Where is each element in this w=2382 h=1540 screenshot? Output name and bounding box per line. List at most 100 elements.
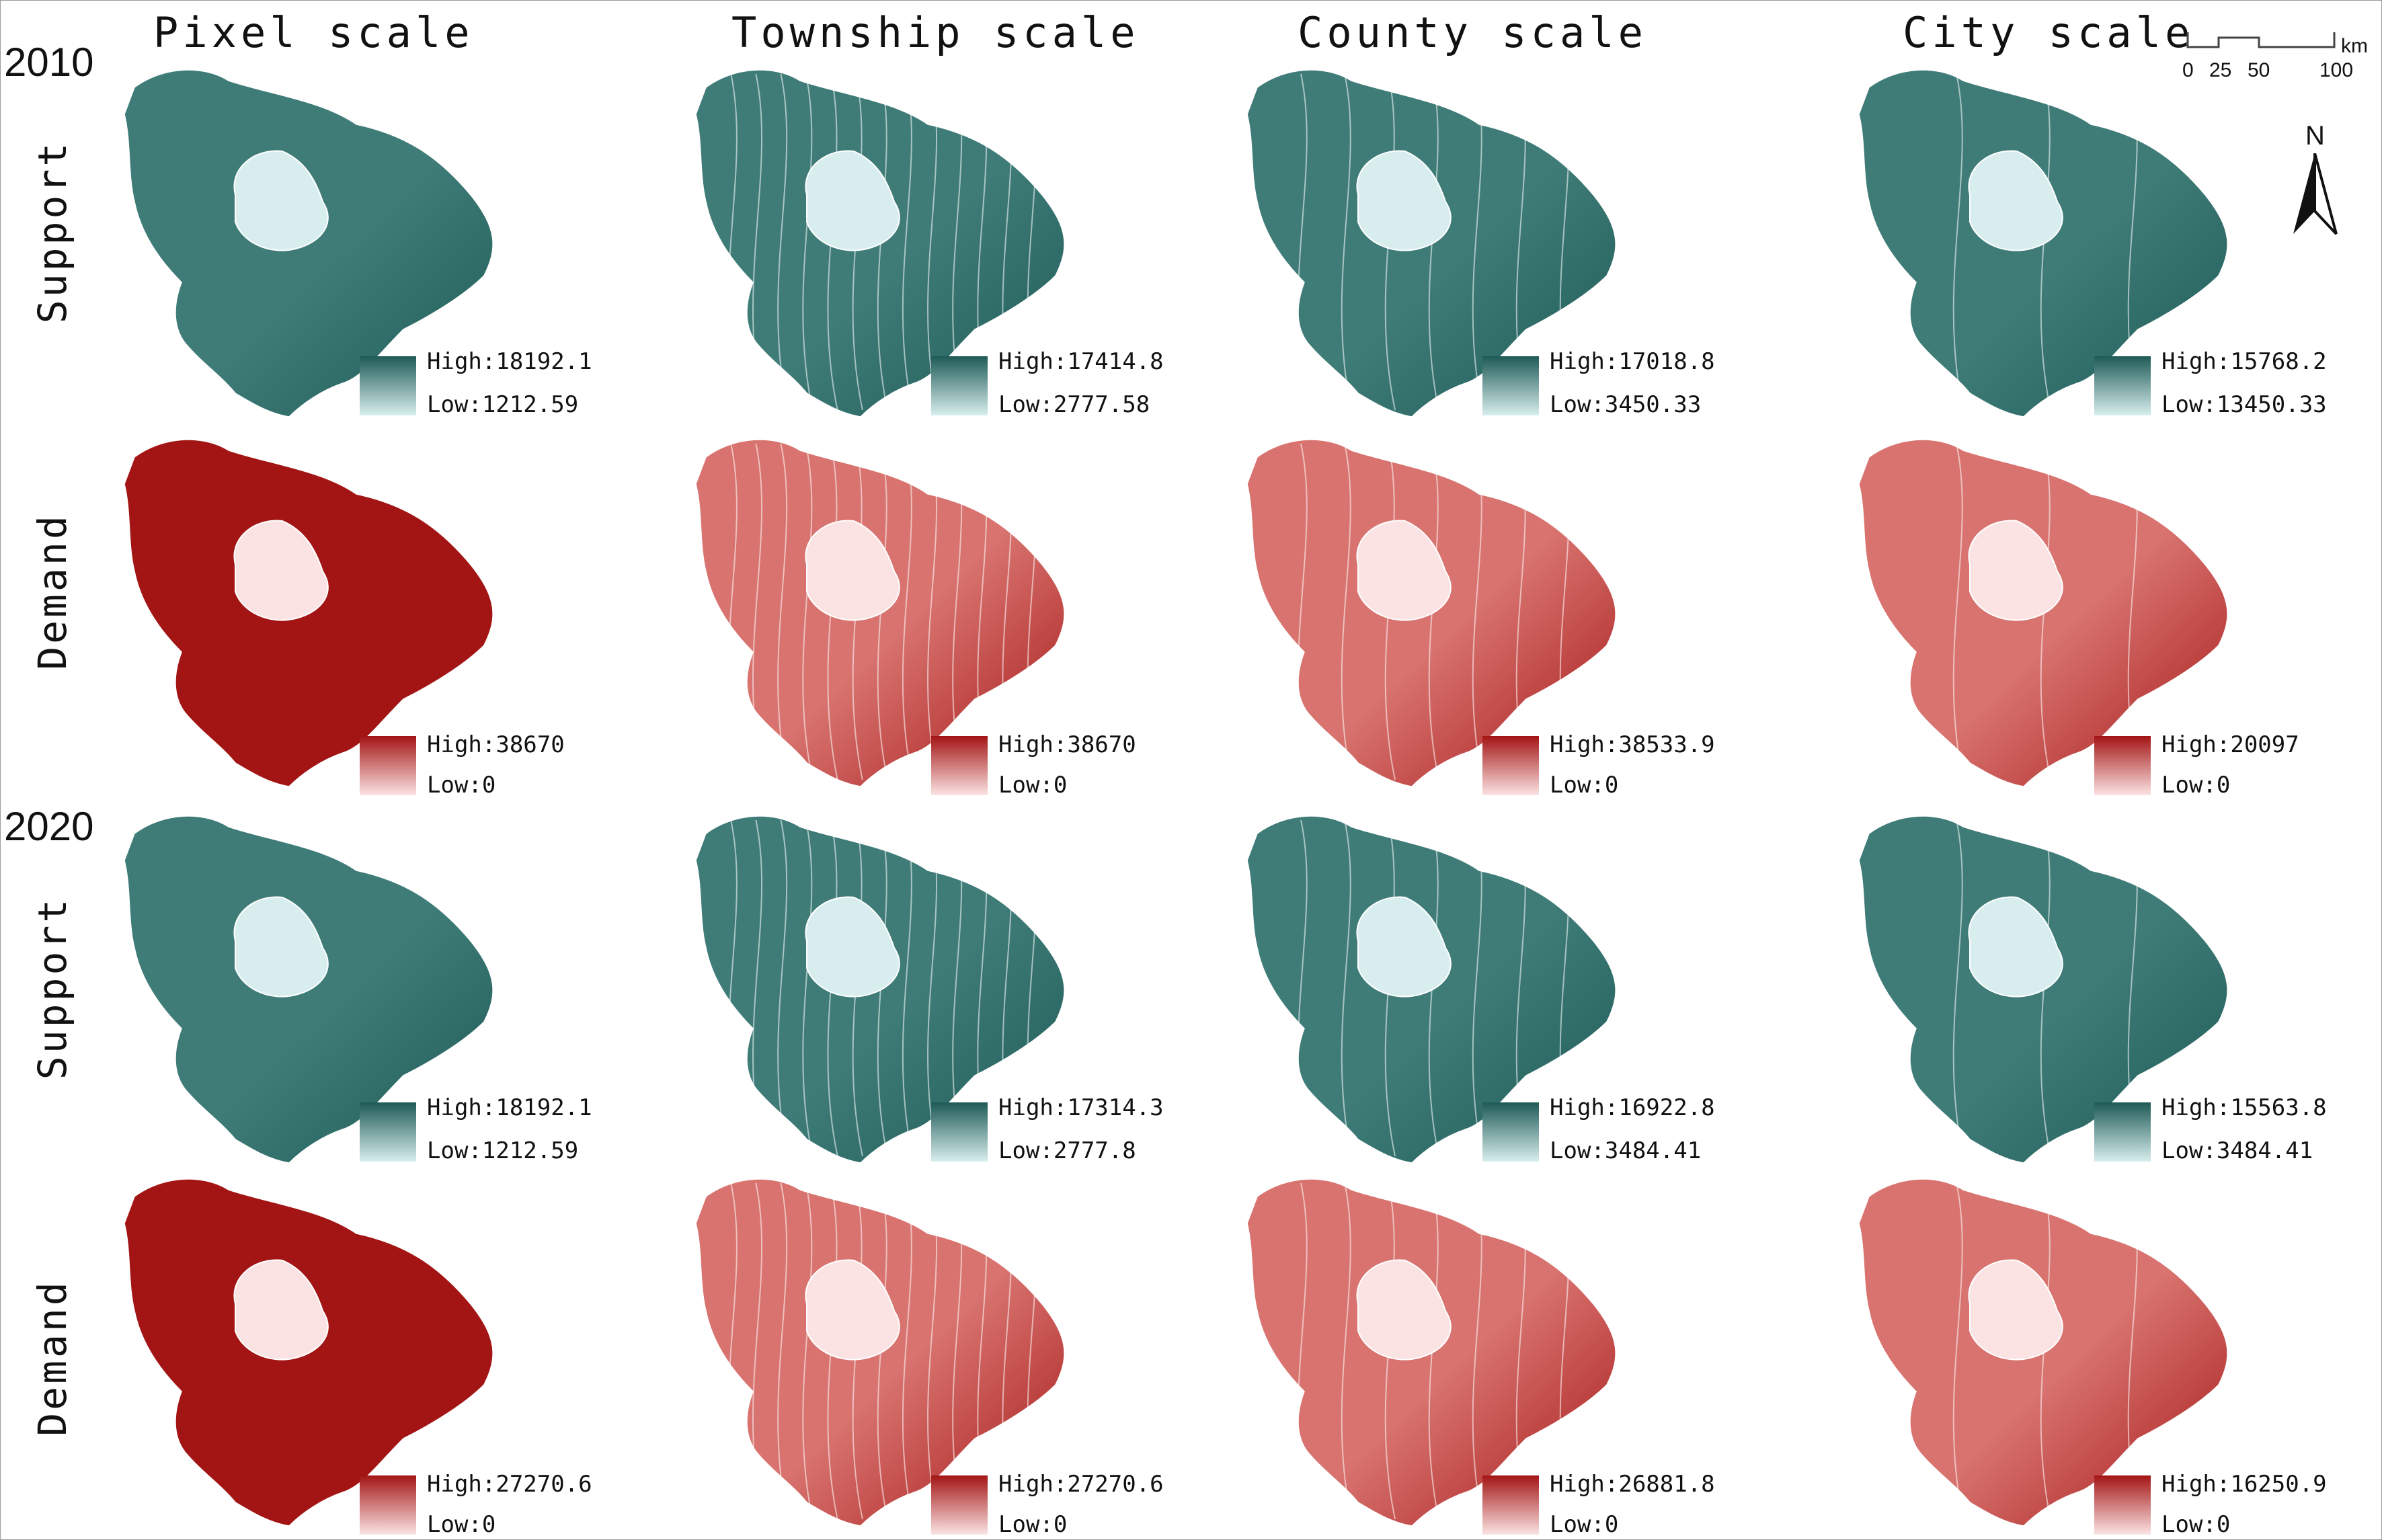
legend-gradient-swatch — [931, 736, 988, 795]
unit-boundary — [2127, 443, 2139, 780]
legend-high-label: High:27270.6 — [427, 1471, 592, 1498]
legend-high-label: High:16922.8 — [1550, 1094, 1715, 1121]
unit-boundary — [1027, 443, 1038, 780]
unit-boundary — [802, 443, 813, 780]
north-label: N — [2305, 121, 2325, 151]
scale-tick-50: 50 — [2248, 59, 2270, 81]
unit-boundary — [1472, 73, 1483, 411]
map-panel-p2020-support-county: High:16922.8 Low:3484.41 — [1244, 807, 1715, 1164]
unit-boundary — [1472, 819, 1483, 1157]
unit-boundary — [1341, 1182, 1352, 1520]
unit-boundary — [752, 819, 764, 1157]
legend-gradient-swatch — [1482, 1102, 1539, 1162]
lake-area — [805, 520, 900, 621]
map-panel-p2020-demand-township: High:27270.6 Low:0 — [692, 1170, 1164, 1538]
region-map — [124, 815, 493, 1164]
unit-boundary — [802, 73, 813, 411]
legend-low-label: Low:3484.41 — [1550, 1137, 1702, 1164]
map-panel-p2010-support-county: High:17018.8 Low:3450.33 — [1244, 60, 1715, 418]
map-panel-p2020-demand-county: High:26881.8 Low:0 — [1244, 1170, 1715, 1538]
legend-low-label: Low:0 — [998, 772, 1068, 799]
region-map — [124, 69, 493, 417]
map-panel-p2020-support-city: High:15563.8 Low:3484.41 — [1856, 807, 2327, 1164]
unit-boundary — [727, 819, 739, 1157]
column-title-city: City scale — [1903, 8, 2194, 57]
legend-gradient-swatch — [360, 1475, 416, 1535]
legend-low-label: Low:3484.41 — [2161, 1137, 2313, 1164]
column-title-county: County scale — [1298, 8, 1647, 57]
lake-area — [233, 520, 329, 621]
lake-area — [1968, 150, 2063, 251]
region-map — [1858, 69, 2228, 417]
legend-low-label: Low:2777.58 — [998, 391, 1150, 418]
map-panel-p2010-support-township: High:17414.8 Low:2777.58 — [692, 60, 1164, 418]
unit-boundary — [1297, 73, 1308, 411]
legend-high-label: High:17314.3 — [998, 1094, 1164, 1121]
unit-boundary — [927, 443, 939, 780]
region-map — [124, 1178, 493, 1527]
region-map — [695, 439, 1065, 787]
legend-high-label: High:38670 — [427, 731, 565, 758]
unit-boundary — [802, 1182, 813, 1520]
unit-boundary — [777, 73, 789, 411]
unit-boundary — [727, 73, 739, 411]
legend-gradient-swatch — [931, 1102, 988, 1162]
lake-area — [1356, 1259, 1452, 1361]
scale-bar: 0 25 50 100 km — [2182, 27, 2380, 94]
legend-low-label: Low:0 — [1550, 772, 1619, 799]
unit-boundary — [1297, 443, 1308, 780]
unit-boundary — [902, 443, 914, 780]
unit-boundary — [727, 1182, 739, 1520]
legend-gradient-swatch — [360, 356, 416, 415]
unit-boundary — [752, 73, 764, 411]
unit-boundary — [1341, 443, 1352, 780]
unit-boundary — [1515, 1182, 1527, 1520]
unit-boundary — [902, 1182, 914, 1520]
legend-high-label: High:16250.9 — [2161, 1471, 2327, 1498]
region-map — [124, 439, 493, 787]
region-map — [1858, 1178, 2228, 1527]
unit-boundary — [927, 819, 939, 1157]
unit-boundary — [1952, 1182, 1964, 1520]
column-title-township: Township scale — [731, 8, 1140, 57]
scale-tick-0: 0 — [2182, 59, 2194, 81]
unit-boundary — [927, 73, 939, 411]
map-panel-p2010-demand-pixel: High:38670 Low:0 — [121, 430, 565, 799]
unit-boundary — [952, 443, 963, 780]
unit-boundary — [1027, 73, 1038, 411]
scale-tick-25: 25 — [2209, 59, 2232, 81]
scale-unit: km — [2341, 35, 2368, 57]
unit-boundary — [777, 819, 789, 1157]
year-label-2020: 2020 — [4, 804, 94, 849]
legend-low-label: Low:13450.33 — [2161, 391, 2327, 418]
region-map — [1246, 1178, 1616, 1527]
unit-boundary — [1559, 1182, 1571, 1520]
row-label-support-2020: Support — [30, 896, 75, 1080]
north-arrow-icon — [2293, 153, 2338, 235]
region-map — [695, 69, 1065, 417]
map-panel-p2020-support-pixel: High:18192.1 Low:1212.59 — [121, 807, 592, 1164]
legend-gradient-swatch — [931, 1475, 988, 1535]
row-label-demand-2010: Demand — [30, 513, 75, 670]
legend-low-label: Low:2777.8 — [998, 1137, 1136, 1164]
unit-boundary — [977, 1182, 988, 1520]
year-label-2010: 2010 — [4, 40, 94, 85]
unit-boundary — [1002, 1182, 1013, 1520]
unit-boundary — [1297, 819, 1308, 1157]
region-map — [1246, 69, 1616, 417]
unit-boundary — [952, 1182, 963, 1520]
map-panel-p2010-support-city: High:15768.2 Low:13450.33 — [1856, 60, 2327, 418]
unit-boundary — [752, 1182, 764, 1520]
unit-boundary — [1297, 1182, 1308, 1520]
unit-boundary — [1472, 1182, 1483, 1520]
unit-boundary — [777, 443, 789, 780]
legend-low-label: Low:3450.33 — [1550, 391, 1702, 418]
lake-area — [233, 150, 329, 251]
unit-boundary — [902, 819, 914, 1157]
unit-boundary — [1002, 73, 1013, 411]
map-panel-p2010-support-pixel: High:18192.1 Low:1212.59 — [121, 60, 592, 418]
legend-gradient-swatch — [2094, 1102, 2151, 1162]
unit-boundary — [927, 1182, 939, 1520]
legend-high-label: High:17414.8 — [998, 348, 1164, 375]
legend-low-label: Low:0 — [2161, 772, 2231, 799]
